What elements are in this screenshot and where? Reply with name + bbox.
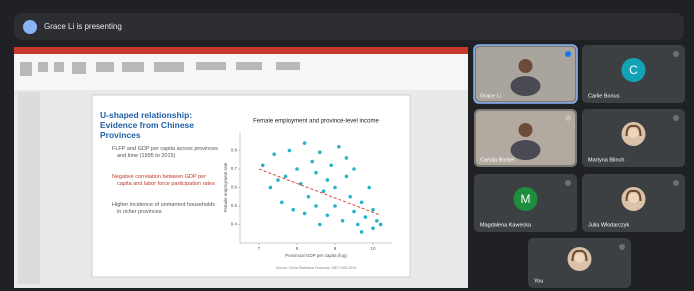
bullet-box: Negative correlation between GDP per cap… — [110, 174, 218, 202]
point — [352, 167, 356, 171]
participant-grid: Grace Li C Carlie Bonus Camila Borbel Martyn… — [474, 45, 685, 288]
point — [356, 223, 360, 227]
thumbnail-pane — [18, 92, 40, 284]
point — [337, 145, 341, 149]
point — [367, 186, 371, 190]
point — [371, 226, 375, 230]
avatar-initial: C — [629, 63, 638, 77]
bullet-box: FLFP and GDP per capita across provinces… — [110, 146, 218, 174]
participant-name: Grace Li — [480, 93, 501, 99]
avatar-face — [629, 128, 639, 138]
point — [326, 178, 330, 182]
x-tick-label: 10 — [370, 246, 376, 251]
meeting-screen: Grace Li is presenting U-shaped relation… — [0, 0, 694, 291]
bullet: FLFP and GDP per capita across provinces… — [110, 146, 218, 160]
point — [307, 195, 311, 199]
y-axis-label: Female employment rate — [223, 162, 228, 212]
point — [318, 223, 322, 227]
point — [345, 156, 349, 160]
slide-title: U-shaped relationship: Evidence from Chi… — [100, 110, 220, 140]
slide-source: Source: China Statistical Yearbook, NBS … — [276, 266, 357, 270]
point — [291, 208, 295, 212]
bullet: Negative correlation between GDP per cap… — [110, 174, 218, 188]
person-head — [519, 59, 533, 73]
point — [375, 219, 379, 223]
point — [280, 201, 284, 205]
participant-name: Carlie Bonus — [588, 93, 620, 99]
y-tick-label: 0.6 — [231, 185, 238, 190]
person-body — [511, 76, 541, 96]
point — [360, 201, 364, 205]
point — [288, 149, 292, 153]
point — [371, 208, 375, 212]
y-tick-label: 0.7 — [231, 166, 238, 171]
x-axis-label: Provincial GDP per capita (log) — [285, 253, 347, 258]
participant-name: Camila Borbel — [480, 157, 515, 163]
avatar-initial: M — [521, 192, 531, 206]
point — [326, 213, 330, 217]
point — [318, 151, 322, 155]
point — [303, 141, 307, 145]
person-head — [519, 123, 533, 137]
mic-indicator — [619, 244, 625, 250]
chart-title: Female employment and province-level inc… — [253, 119, 379, 125]
point — [333, 204, 337, 208]
avatar-face — [629, 193, 639, 203]
person-body — [511, 140, 541, 160]
point — [333, 186, 337, 190]
point — [348, 195, 352, 199]
point — [329, 164, 333, 168]
point — [345, 175, 349, 179]
point — [310, 160, 314, 164]
point — [352, 210, 356, 214]
app-titlebar — [14, 47, 468, 54]
presenting-icon — [23, 20, 37, 34]
y-tick-label: 0.4 — [231, 222, 238, 227]
participant-name: Magdalena Kawecka — [480, 222, 532, 228]
bullet-list: FLFP and GDP per capita across provinces… — [110, 146, 218, 230]
point — [314, 204, 318, 208]
y-tick-label: 0.8 — [231, 148, 238, 153]
point — [276, 178, 280, 182]
participant-name: Martyna Blinch — [588, 157, 624, 163]
point — [322, 189, 326, 193]
mic-indicator — [673, 180, 679, 186]
point — [341, 219, 345, 223]
page: {"header": {"presenter": "Grace Li is pr… — [0, 0, 694, 291]
mic-indicator — [673, 51, 679, 57]
bullet-box: Higher incidence of unmarried households… — [110, 202, 218, 230]
point — [272, 152, 276, 156]
point — [295, 167, 299, 171]
mic-indicator — [565, 115, 571, 121]
mic-indicator — [673, 115, 679, 121]
mic-indicator — [565, 51, 571, 57]
point — [261, 164, 265, 168]
point — [284, 175, 288, 179]
point — [379, 223, 383, 227]
point — [269, 186, 273, 190]
point — [303, 212, 307, 216]
mic-indicator — [565, 180, 571, 186]
presenting-label: Grace Li is presenting — [44, 22, 122, 31]
participant-name: Julia Wlodarczyk — [588, 222, 630, 228]
y-tick-label: 0.5 — [231, 203, 238, 208]
point — [314, 171, 318, 175]
point — [360, 230, 364, 234]
bullet: Higher incidence of unmarried households… — [110, 202, 218, 216]
avatar-face — [575, 253, 585, 263]
participant-name: You — [534, 278, 543, 284]
point — [364, 215, 368, 219]
